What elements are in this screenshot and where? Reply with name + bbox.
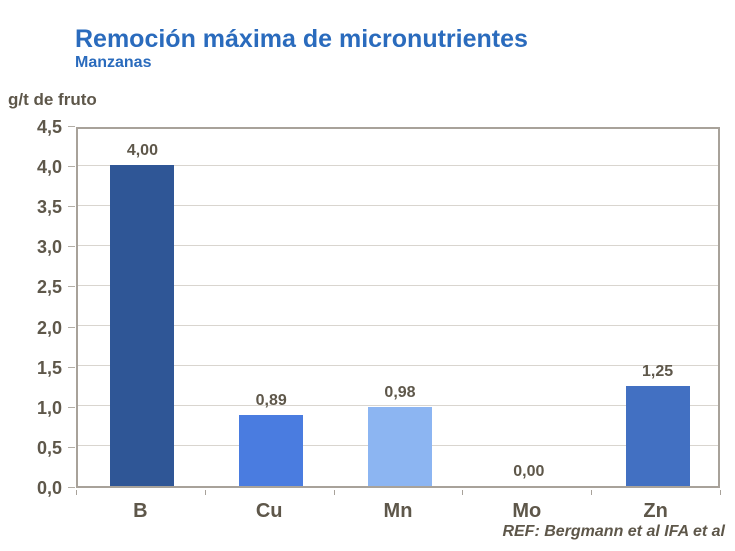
y-tick-label: 3,5 bbox=[36, 197, 62, 218]
x-category-label: Zn bbox=[643, 500, 668, 522]
x-tick-mark bbox=[333, 490, 335, 495]
y-tick-label: 1,0 bbox=[36, 397, 62, 418]
x-category-label: Cu bbox=[255, 500, 283, 522]
bar-value-label: 0,98 bbox=[384, 384, 416, 402]
bar bbox=[625, 385, 690, 486]
y-tick-mark bbox=[68, 406, 75, 408]
y-tick-label: 0,0 bbox=[36, 478, 62, 498]
x-tick-mark bbox=[720, 490, 721, 495]
bar-value-label: 0,00 bbox=[513, 463, 545, 480]
y-tick-label: 4,5 bbox=[36, 117, 62, 137]
bar-value-label: 4,00 bbox=[126, 142, 158, 160]
chart-title: Remoción máxima de micronutrientes bbox=[75, 25, 528, 53]
plot-area: 4,00 0,89 0,98 0,00 1,25 bbox=[76, 127, 720, 488]
y-tick-mark bbox=[68, 246, 75, 248]
y-tick-label: 3,0 bbox=[36, 237, 62, 258]
gridline bbox=[78, 244, 718, 246]
bar bbox=[368, 407, 432, 486]
y-tick-label: 2,5 bbox=[36, 277, 62, 298]
y-tick-mark bbox=[68, 286, 75, 288]
gridline bbox=[78, 405, 718, 407]
bar bbox=[110, 165, 175, 486]
gridline bbox=[78, 204, 718, 206]
y-tick-mark bbox=[68, 446, 75, 448]
y-tick-mark bbox=[68, 487, 75, 488]
y-tick-label: 2,0 bbox=[36, 317, 62, 338]
bar-value-label: 1,25 bbox=[642, 362, 674, 380]
x-tick-mark bbox=[76, 490, 77, 495]
y-tick-mark bbox=[68, 166, 75, 168]
x-tick-mark bbox=[462, 490, 464, 495]
gridline bbox=[78, 284, 718, 286]
y-tick-mark bbox=[68, 326, 75, 328]
reference-text: REF: Bergmann et al IFA et al bbox=[502, 523, 725, 540]
chart-subtitle: Manzanas bbox=[75, 54, 152, 71]
y-axis-title: g/t de fruto bbox=[8, 90, 97, 109]
x-category-label: B bbox=[133, 500, 148, 522]
x-category-label: Mo bbox=[512, 500, 542, 522]
y-tick-mark bbox=[68, 126, 75, 127]
y-tick-mark bbox=[68, 206, 75, 208]
bar bbox=[239, 414, 304, 486]
y-tick-mark bbox=[68, 366, 75, 368]
x-category-label: Mn bbox=[383, 500, 413, 522]
gridline bbox=[78, 325, 718, 327]
gridline bbox=[78, 365, 718, 367]
x-tick-mark bbox=[591, 490, 593, 495]
y-tick-label: 4,0 bbox=[36, 157, 62, 178]
bar-value-label: 0,89 bbox=[255, 391, 287, 409]
y-tick-label: 1,5 bbox=[36, 357, 62, 378]
y-tick-label: 0,5 bbox=[36, 437, 62, 458]
gridline bbox=[78, 164, 718, 166]
x-tick-mark bbox=[204, 490, 206, 495]
